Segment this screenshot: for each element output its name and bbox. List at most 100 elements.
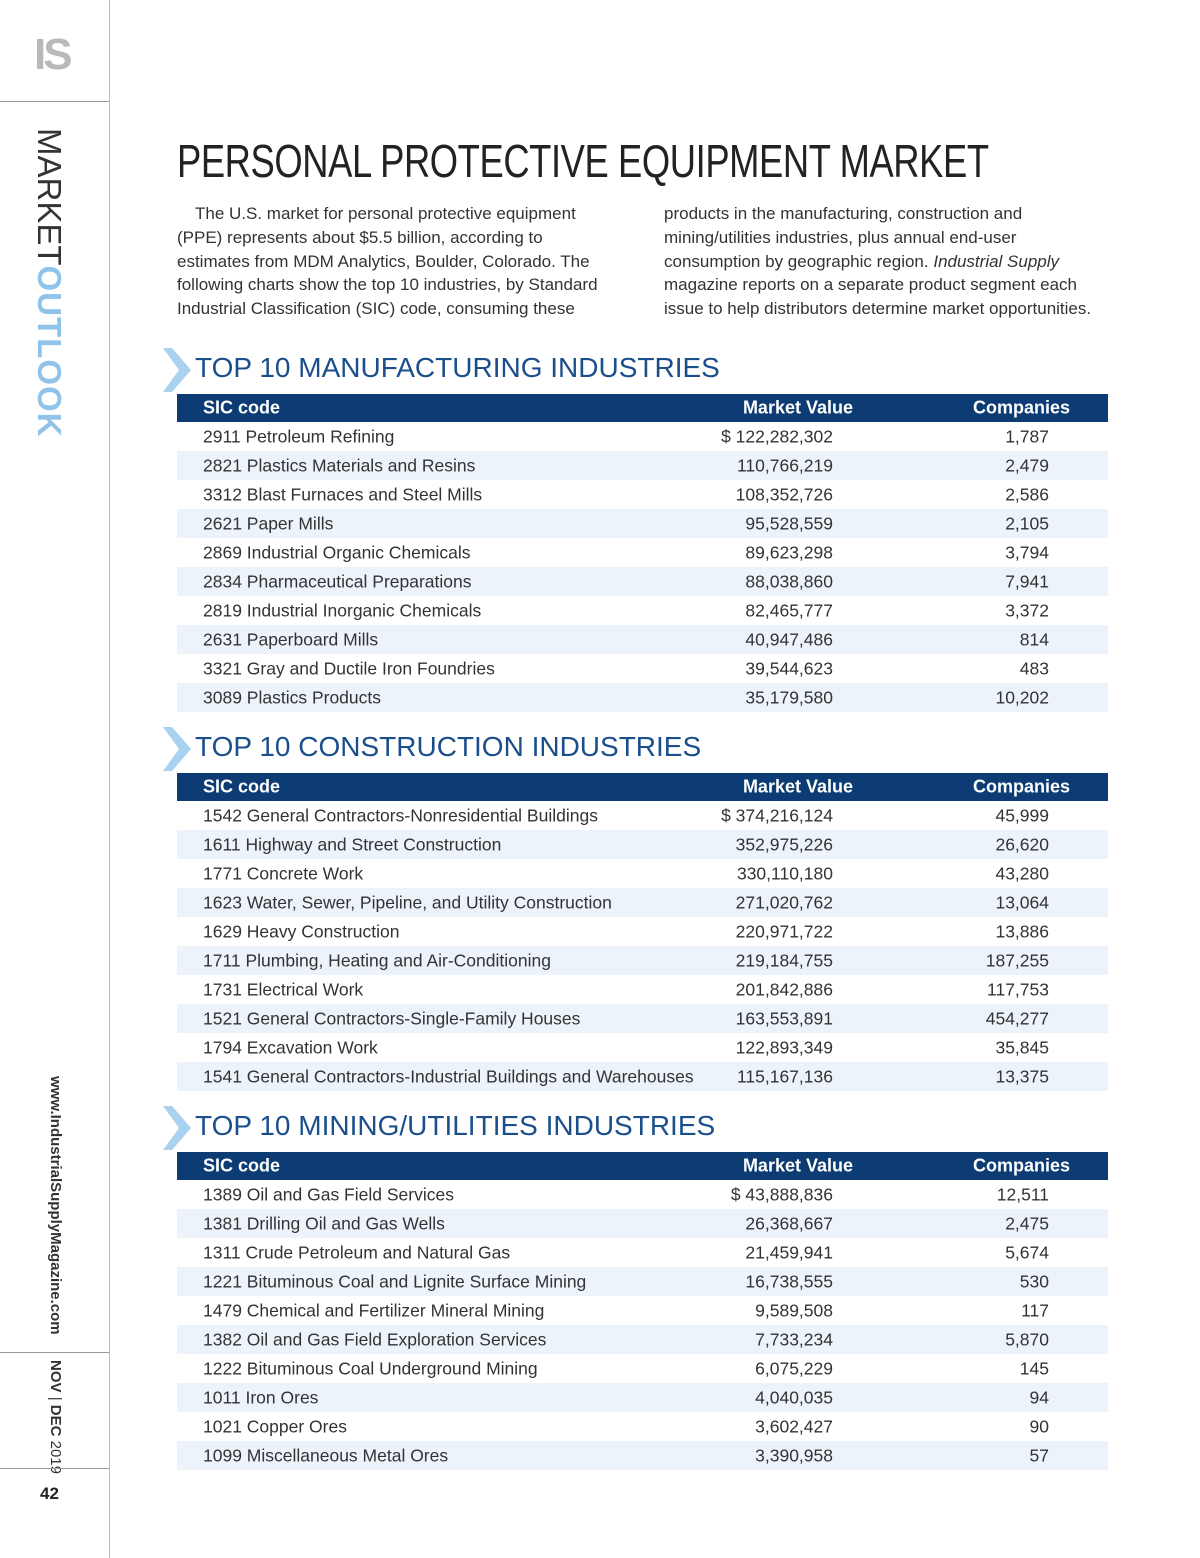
table-row: 1731 Electrical Work 201,842,886 117,753 bbox=[177, 975, 1108, 1004]
cell: 1382 Oil and Gas Field Exploration Servi… bbox=[203, 1329, 547, 1349]
table-row: 1222 Bituminous Coal Underground Mining 6… bbox=[177, 1354, 1108, 1383]
divider bbox=[0, 101, 109, 102]
cell: 2821 Plastics Materials and Resins bbox=[203, 455, 476, 475]
table-row: 2869 Industrial Organic Chemicals 89,623,… bbox=[177, 538, 1108, 567]
cell: 1479 Chemical and Fertilizer Mineral Min… bbox=[203, 1300, 545, 1320]
cell: 1021 Copper Ores bbox=[203, 1416, 347, 1436]
cell: 2621 Paper Mills bbox=[203, 513, 334, 533]
cell: 483 bbox=[1019, 658, 1049, 678]
cell: 3,372 bbox=[1005, 600, 1049, 620]
cell: 1381 Drilling Oil and Gas Wells bbox=[203, 1213, 445, 1233]
intro: The U.S. market for personal protective … bbox=[177, 202, 1103, 321]
cell: 187,255 bbox=[985, 950, 1049, 970]
cell: 21,459,941 bbox=[745, 1242, 833, 1262]
cell: 88,038,860 bbox=[745, 571, 833, 591]
cell: 219,184,755 bbox=[735, 950, 833, 970]
table-row: 1771 Concrete Work 330,110,180 43,280 bbox=[177, 859, 1108, 888]
cell: 7,733,234 bbox=[755, 1329, 833, 1349]
url: www.IndustrialSupplyMagazine.com bbox=[47, 1076, 64, 1335]
table-row: 1099 Miscellaneous Metal Ores 3,390,958 57 bbox=[177, 1441, 1108, 1470]
table-row: 2621 Paper Mills 95,528,559 2,105 bbox=[177, 509, 1108, 538]
cell: 94 bbox=[1029, 1387, 1049, 1407]
table-row: 2911 Petroleum Refining $ 122,282,302 1,78… bbox=[177, 422, 1108, 451]
cell: 1521 General Contractors-Single-Family H… bbox=[203, 1008, 581, 1028]
column-header: Companies bbox=[972, 776, 1070, 797]
issue: NOV | DEC 2019 bbox=[47, 1360, 64, 1474]
cell: 57 bbox=[1029, 1445, 1049, 1465]
title: PERSONAL PROTECTIVE EQUIPMENT MARKET bbox=[177, 135, 989, 187]
cell: 3,602,427 bbox=[755, 1416, 833, 1436]
heading-arrow bbox=[163, 727, 191, 771]
cell: 35,845 bbox=[995, 1037, 1049, 1057]
cell: 1731 Electrical Work bbox=[203, 979, 364, 999]
table-header: SIC code Market Value Companies bbox=[177, 394, 1108, 422]
column-header: Companies bbox=[972, 1155, 1070, 1176]
cell: 1099 Miscellaneous Metal Ores bbox=[203, 1445, 449, 1465]
table-row: 2834 Pharmaceutical Preparations 88,038,8… bbox=[177, 567, 1108, 596]
heading-arrow bbox=[163, 348, 191, 392]
cell: 2911 Petroleum Refining bbox=[203, 426, 395, 446]
table-row: 2819 Industrial Inorganic Chemicals 82,46… bbox=[177, 596, 1108, 625]
table-header: SIC code Market Value Companies bbox=[177, 1152, 1108, 1180]
table-row: 1021 Copper Ores 3,602,427 90 bbox=[177, 1412, 1108, 1441]
cell: 43,280 bbox=[995, 863, 1049, 883]
cell: 1221 Bituminous Coal and Lignite Surface… bbox=[203, 1271, 587, 1291]
cell: 10,202 bbox=[995, 687, 1049, 707]
cell: 330,110,180 bbox=[736, 863, 833, 883]
cell: 1711 Plumbing, Heating and Air-Condition… bbox=[203, 950, 551, 970]
intro-text: magazine reports on a separate product s… bbox=[664, 275, 1092, 319]
column-header: SIC code bbox=[203, 776, 281, 797]
cell: 117,753 bbox=[987, 979, 1049, 999]
cell: 40,947,486 bbox=[745, 629, 833, 649]
column-header: SIC code bbox=[203, 397, 281, 418]
cell: 9,589,508 bbox=[755, 1300, 833, 1320]
table-row: 1311 Crude Petroleum and Natural Gas 21,4… bbox=[177, 1238, 1108, 1267]
cell: 530 bbox=[1019, 1271, 1049, 1291]
cell: 7,941 bbox=[1005, 571, 1049, 591]
cell: $ 43,888,836 bbox=[730, 1184, 833, 1204]
issue-separator: | bbox=[47, 1396, 64, 1401]
table-row: 1629 Heavy Construction 220,971,722 13,886 bbox=[177, 917, 1108, 946]
cell: 3,794 bbox=[1005, 542, 1049, 562]
table-header: SIC code Market Value Companies bbox=[177, 773, 1108, 801]
cell: 89,623,298 bbox=[745, 542, 833, 562]
cell: 110,766,219 bbox=[736, 455, 833, 475]
section-b: OUTLOOK bbox=[31, 265, 68, 438]
table-row: 1611 Highway and Street Construction 352,… bbox=[177, 830, 1108, 859]
table-row: 1381 Drilling Oil and Gas Wells 26,368,66… bbox=[177, 1209, 1108, 1238]
cell: 12,511 bbox=[996, 1184, 1049, 1204]
cell: 1,787 bbox=[1005, 426, 1049, 446]
cell: 1222 Bituminous Coal Underground Mining bbox=[203, 1358, 538, 1378]
cell: 26,620 bbox=[995, 834, 1049, 854]
table-row: 2631 Paperboard Mills 40,947,486 814 bbox=[177, 625, 1108, 654]
cell: 1542 General Contractors-Nonresidential … bbox=[203, 805, 598, 825]
cell: 271,020,762 bbox=[735, 892, 833, 912]
table-row: 3312 Blast Furnaces and Steel Mills 108,3… bbox=[177, 480, 1108, 509]
column-header: Market Value bbox=[742, 1155, 853, 1176]
table-row: 1542 General Contractors-Nonresidential … bbox=[177, 801, 1108, 830]
cell: 2,479 bbox=[1005, 455, 1049, 475]
table-row: 3321 Gray and Ductile Iron Foundries 39,5… bbox=[177, 654, 1108, 683]
cell: 13,375 bbox=[995, 1066, 1049, 1086]
cell: 1794 Excavation Work bbox=[203, 1037, 378, 1057]
cell: 814 bbox=[1019, 629, 1049, 649]
table-row: 1623 Water, Sewer, Pipeline, and Utility… bbox=[177, 888, 1108, 917]
cell: 352,975,226 bbox=[735, 834, 833, 854]
cell: 90 bbox=[1029, 1416, 1049, 1436]
cell: 4,040,035 bbox=[755, 1387, 833, 1407]
page-number: 42 bbox=[40, 1484, 59, 1503]
table-row: 1382 Oil and Gas Field Exploration Servi… bbox=[177, 1325, 1108, 1354]
cell: 2869 Industrial Organic Chemicals bbox=[203, 542, 471, 562]
cell: 2834 Pharmaceutical Preparations bbox=[203, 571, 472, 591]
table-row: 1711 Plumbing, Heating and Air-Condition… bbox=[177, 946, 1108, 975]
cell: 2,475 bbox=[1005, 1213, 1049, 1233]
issue-month: DEC bbox=[47, 1404, 64, 1437]
cell: 1623 Water, Sewer, Pipeline, and Utility… bbox=[203, 892, 612, 912]
table-row: 1221 Bituminous Coal and Lignite Surface… bbox=[177, 1267, 1108, 1296]
logo: IS bbox=[34, 30, 73, 79]
cell: 5,674 bbox=[1005, 1242, 1049, 1262]
cell: 1629 Heavy Construction bbox=[203, 921, 400, 941]
section-heading: TOP 10 MANUFACTURING INDUSTRIES bbox=[195, 352, 720, 383]
sidebar: IS MARKETOUTLOOK www.IndustrialSupplyMag… bbox=[0, 0, 110, 1558]
